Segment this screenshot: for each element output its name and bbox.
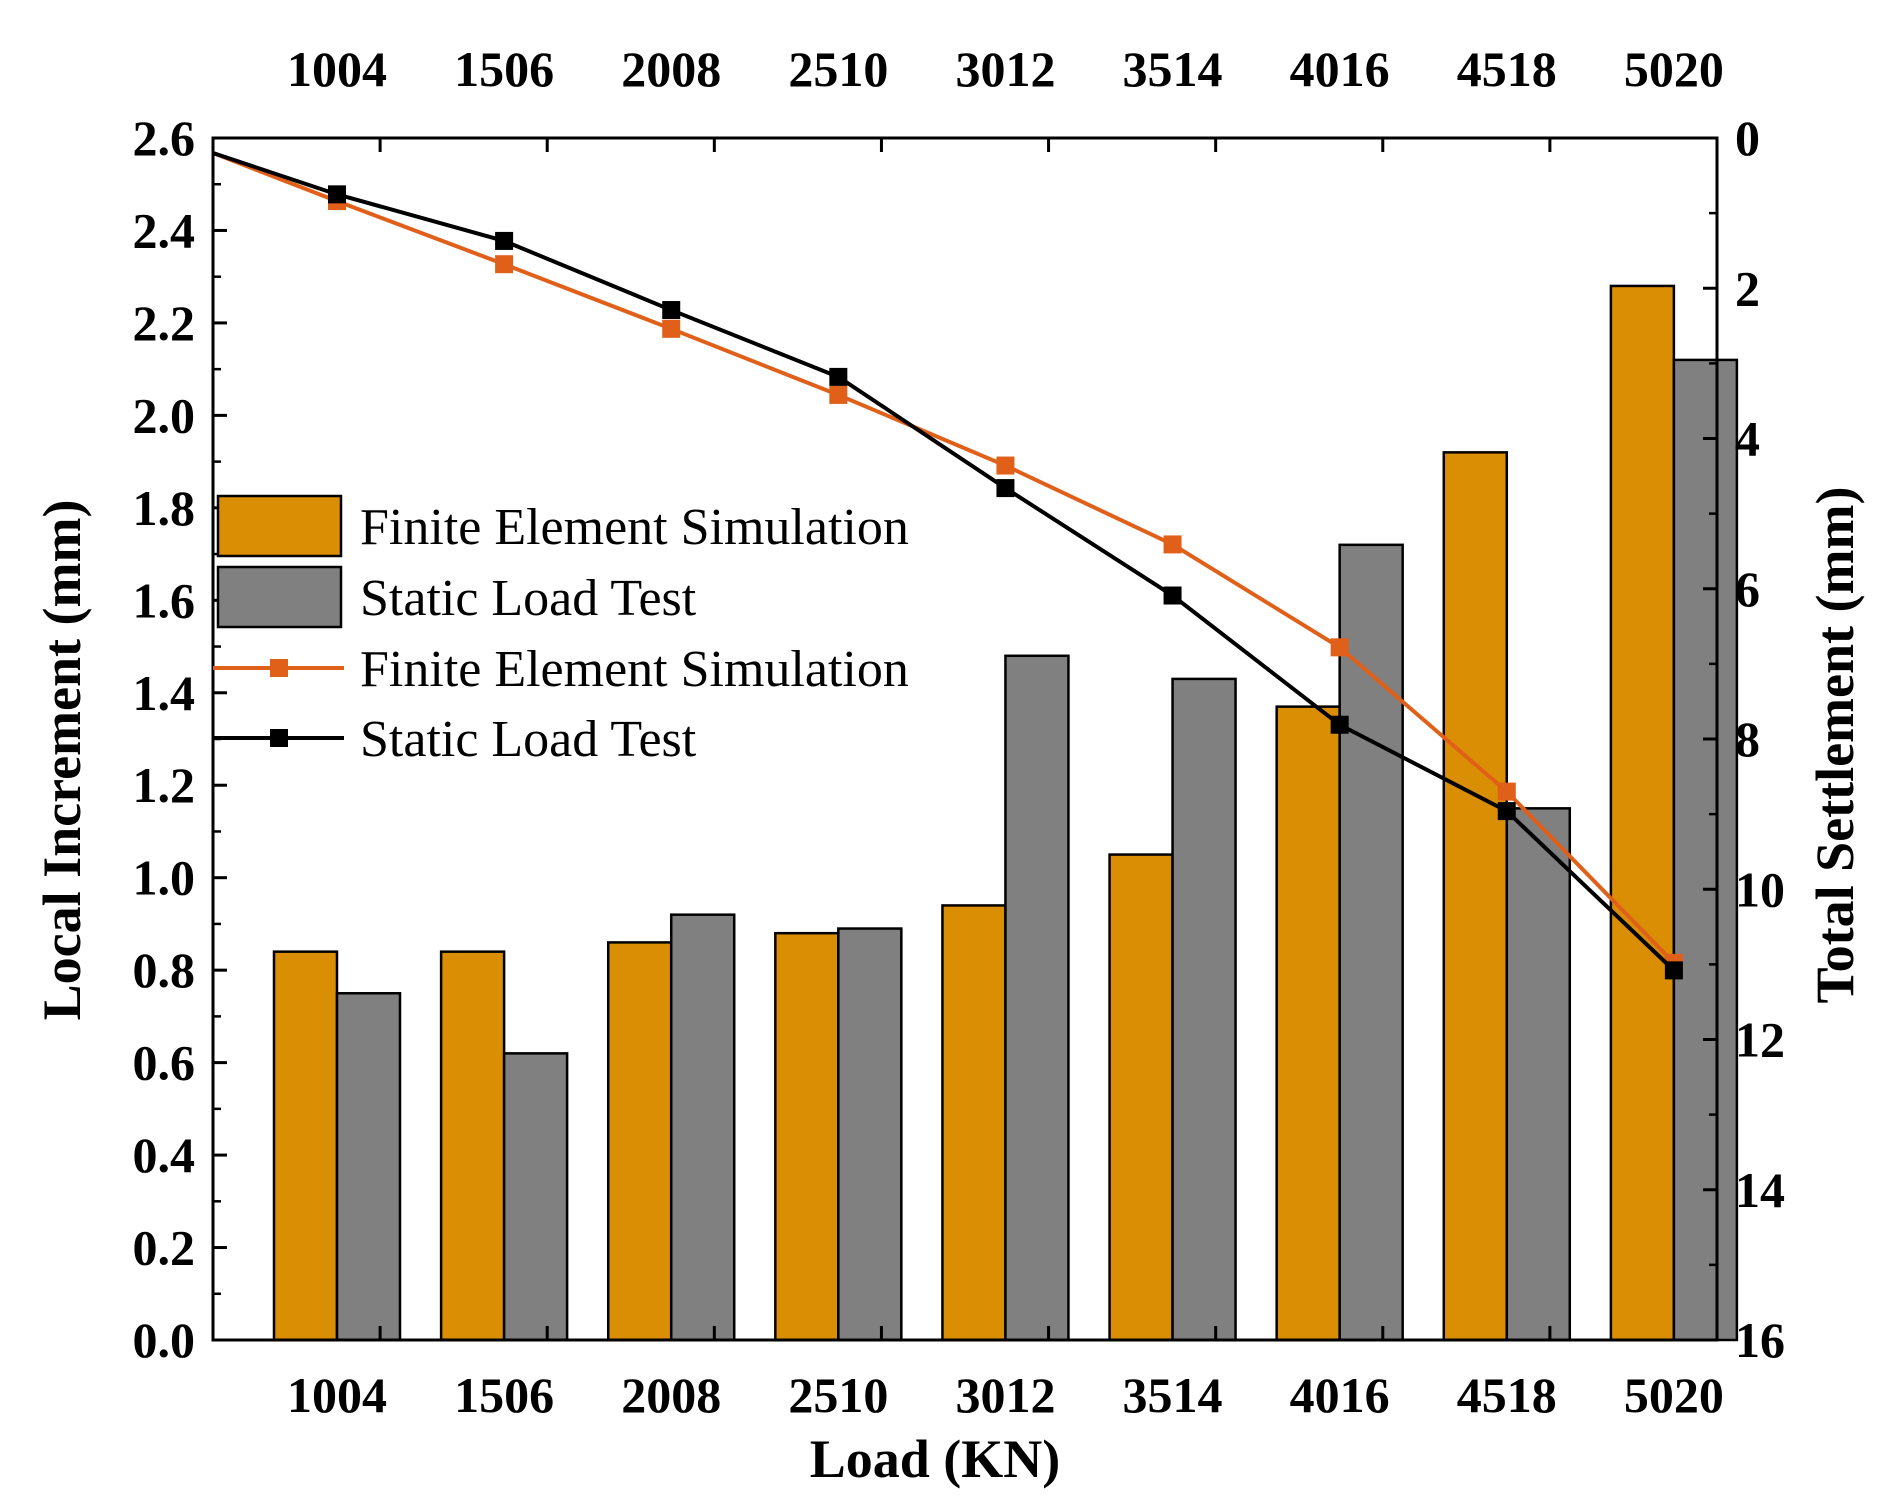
point-slt-4016	[1330, 715, 1349, 734]
point-fes-4016	[1330, 638, 1349, 657]
y2-tick-label: 2	[1735, 260, 1760, 316]
legend: Finite Element Simulation Static Load Tes…	[213, 494, 909, 768]
y2-tick-label: 16	[1735, 1312, 1785, 1368]
point-fes-4518	[1497, 782, 1516, 801]
bar-slt-1506	[502, 1052, 569, 1342]
legend-swatch	[216, 565, 343, 629]
y-tick-label: 0.0	[133, 1312, 196, 1368]
y-tick-label: 0.2	[133, 1220, 196, 1276]
bar-fes-1506	[439, 950, 506, 1342]
y-axis-title: Local Increment (mm)	[32, 500, 92, 1021]
x-top-tick-label: 2008	[621, 41, 721, 97]
y-tick-label: 0.6	[133, 1035, 196, 1091]
y2-axis-title: Total Settlement (mm)	[1805, 487, 1865, 1004]
bar-fes-1004	[272, 950, 339, 1342]
lines-layer	[212, 151, 1683, 980]
y-tick-label: 1.2	[133, 757, 196, 813]
bar-fes-2510	[774, 931, 840, 1342]
point-fes-1506	[495, 255, 514, 274]
bar-slt-2510	[837, 927, 903, 1342]
x-tick-label: 4518	[1457, 1367, 1557, 1423]
legend-label: Static Load Test	[360, 711, 697, 768]
y-tick-label: 0.4	[133, 1127, 196, 1183]
legend-marker	[270, 729, 288, 747]
x-top-tick-label: 5020	[1624, 41, 1724, 97]
bar-fes-2008	[606, 941, 673, 1342]
x-top-tick-label: 1004	[287, 41, 387, 97]
y-tick-label: 2.2	[133, 295, 196, 351]
x-tick-label: 3012	[955, 1367, 1055, 1423]
x-tick-label: 3514	[1123, 1367, 1223, 1423]
point-fes-3012	[996, 456, 1015, 475]
y2-tick-label: 4	[1735, 411, 1760, 467]
y2-tick-label: 12	[1735, 1012, 1785, 1068]
y2-tick-label: 10	[1735, 861, 1785, 917]
y2-tick-label: 6	[1735, 561, 1760, 617]
point-slt-5020	[1664, 961, 1683, 980]
x-axis-title: Load (KN)	[810, 1429, 1061, 1489]
point-slt-3514	[1163, 586, 1182, 605]
x-tick-label: 5020	[1624, 1367, 1724, 1423]
y-tick-label: 1.6	[133, 572, 196, 628]
x-tick-label: 1506	[454, 1367, 554, 1423]
bar-slt-5020	[1672, 358, 1739, 1342]
point-slt-1506	[495, 231, 514, 250]
bar-fes-3514	[1108, 853, 1174, 1342]
x-top-tick-label: 2510	[788, 41, 888, 97]
y-tick-label: 2.6	[133, 110, 196, 166]
x-tick-label: 4016	[1290, 1367, 1390, 1423]
legend-swatch	[216, 494, 343, 558]
bar-fes-4016	[1275, 705, 1341, 1342]
bar-slt-4016	[1338, 543, 1404, 1342]
y-tick-label: 1.8	[133, 480, 196, 536]
x-top-tick-label: 1506	[454, 41, 554, 97]
bar-slt-1004	[335, 992, 402, 1342]
point-slt-4518	[1497, 802, 1516, 821]
point-slt-2510	[829, 367, 848, 386]
y-tick-label: 0.8	[133, 942, 196, 998]
line-slt	[212, 151, 1676, 972]
point-slt-2008	[662, 301, 681, 320]
point-slt-1004	[328, 185, 346, 204]
x-top-tick-label: 3514	[1123, 41, 1223, 97]
y2-tick-label: 14	[1735, 1162, 1785, 1218]
point-fes-3514	[1163, 535, 1182, 554]
y-tick-label: 2.0	[133, 387, 196, 443]
x-tick-label: 1004	[287, 1367, 387, 1423]
y2-tick-label: 8	[1735, 711, 1760, 767]
bar-fes-4518	[1442, 451, 1509, 1342]
bar-slt-2008	[669, 913, 736, 1342]
legend-marker	[270, 659, 288, 677]
x-top-tick-label: 4016	[1290, 41, 1390, 97]
legend-label: Static Load Test	[360, 570, 697, 627]
x-tick-label: 2008	[621, 1367, 721, 1423]
y-tick-label: 2.4	[133, 202, 196, 258]
x-top-tick-label: 3012	[955, 41, 1055, 97]
point-slt-3012	[996, 479, 1015, 498]
bar-fes-3012	[941, 904, 1007, 1342]
y-tick-label: 1.4	[133, 665, 196, 721]
bar-fes-5020	[1609, 284, 1676, 1342]
legend-label: Finite Element Simulation	[360, 641, 909, 698]
axes-layer: 0.0 0.2 0.4 0.6 0.8 1.0 1.2 1.4 1.6 1.8 2.0 2.2 2.4 2…	[133, 41, 1786, 1423]
legend-label: Finite Element Simulation	[360, 499, 909, 556]
bar-slt-4518	[1505, 807, 1572, 1342]
x-top-tick-label: 4518	[1457, 41, 1557, 97]
bar-slt-3012	[1004, 654, 1070, 1342]
point-fes-2008	[662, 319, 681, 338]
bar-slt-3514	[1171, 677, 1237, 1342]
point-fes-2510	[829, 385, 848, 404]
y-tick-label: 1.0	[133, 850, 196, 906]
bars-layer	[272, 284, 1739, 1342]
y2-tick-label: 0	[1735, 110, 1760, 166]
x-tick-label: 2510	[788, 1367, 888, 1423]
